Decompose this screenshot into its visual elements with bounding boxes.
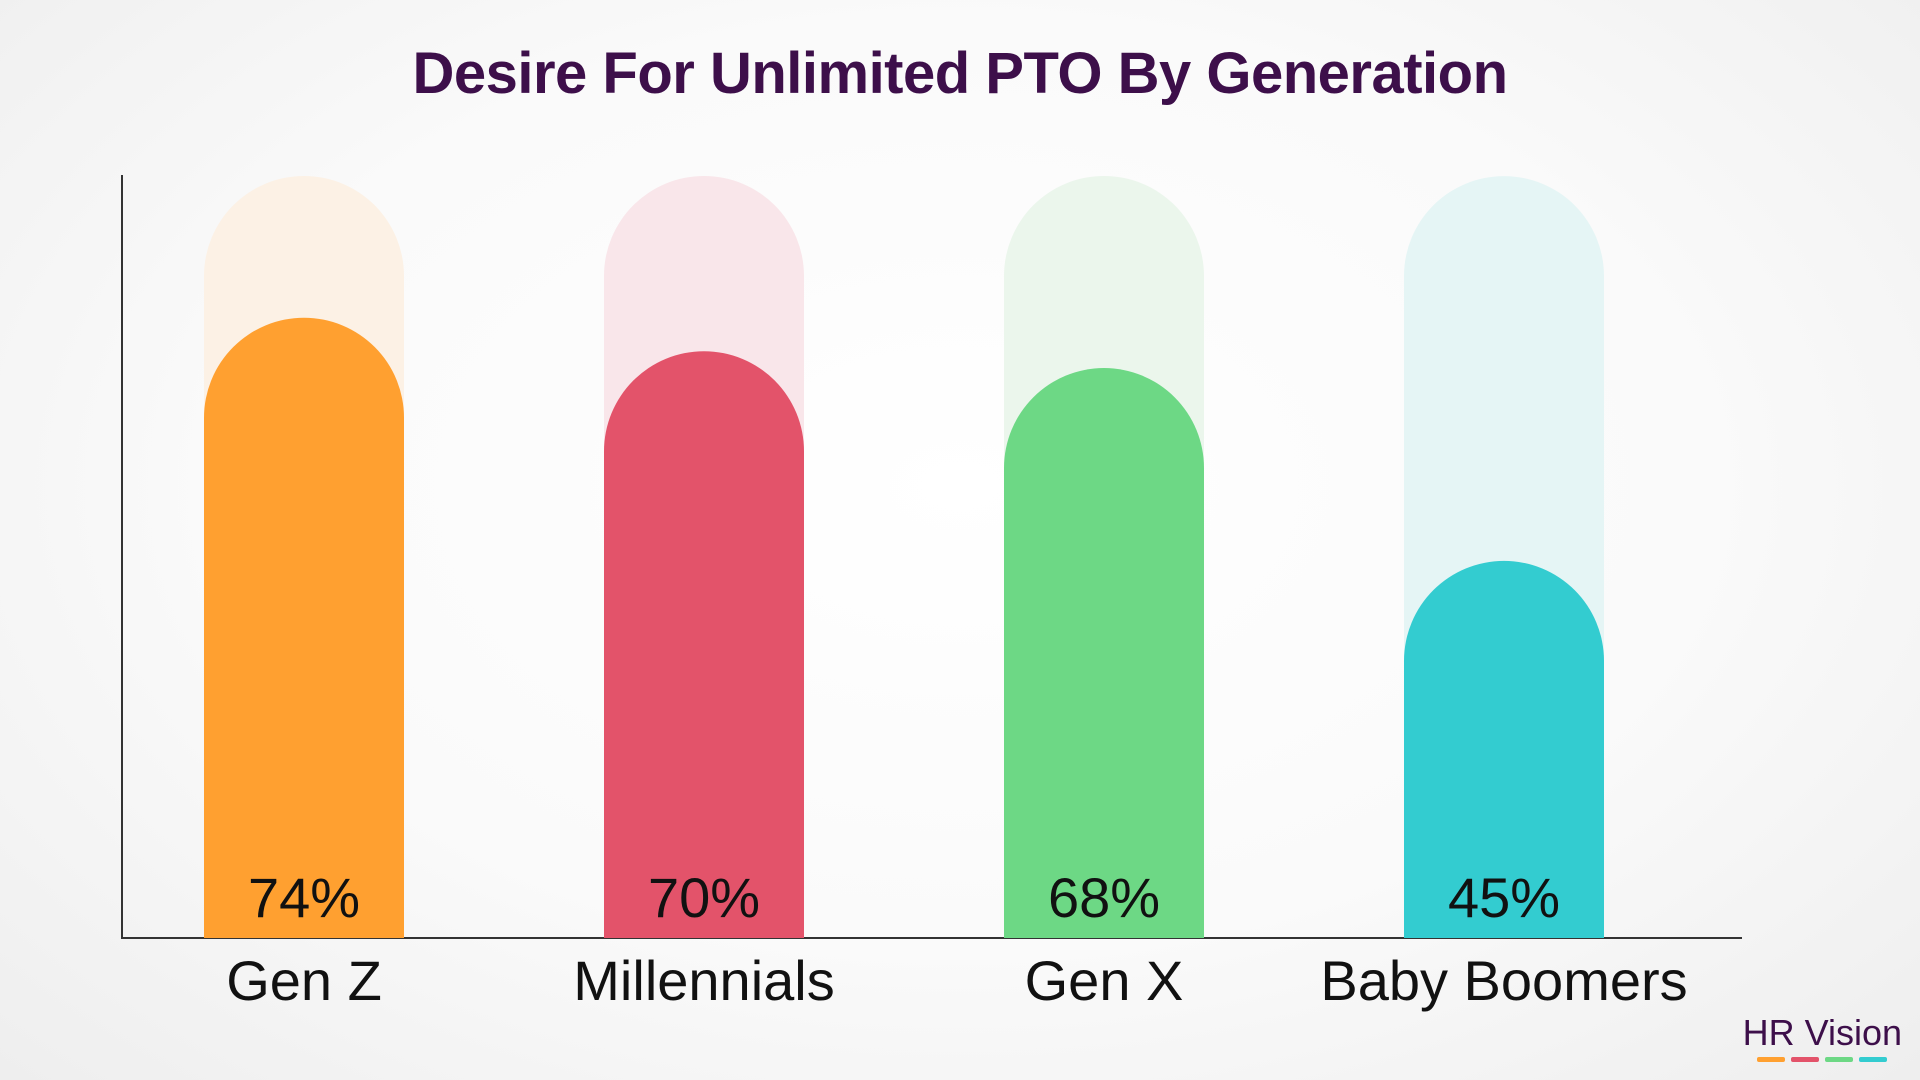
bar-baby-boomers bbox=[1404, 560, 1604, 938]
value-label-gen-z: 74% bbox=[248, 866, 360, 929]
category-label-gen-x: Gen X bbox=[1025, 949, 1184, 1012]
category-label-baby-boomers: Baby Boomers bbox=[1320, 949, 1687, 1012]
value-label-gen-x: 68% bbox=[1048, 866, 1160, 929]
brand-stripe bbox=[1791, 1057, 1820, 1062]
brand-stripes bbox=[1743, 1057, 1902, 1062]
bar-gen-z bbox=[204, 317, 404, 938]
brand-text: HR Vision bbox=[1742, 1012, 1902, 1053]
bar-millennials bbox=[604, 351, 804, 938]
chart-title: Desire For Unlimited PTO By Generation bbox=[412, 41, 1508, 106]
bar-gen-x bbox=[1004, 368, 1204, 939]
labels-group: 74% Gen Z 70% Millennials 68% Gen X 45% Baby Bo… bbox=[226, 866, 1687, 1012]
value-label-millennials: 70% bbox=[648, 866, 760, 929]
category-label-gen-z: Gen Z bbox=[226, 949, 382, 1012]
brand-stripe bbox=[1859, 1057, 1888, 1062]
bars-group bbox=[204, 176, 1604, 939]
brand-logo: HR Vision bbox=[1743, 1015, 1902, 1062]
value-label-baby-boomers: 45% bbox=[1448, 866, 1560, 929]
brand-stripe bbox=[1825, 1057, 1854, 1062]
category-label-millennials: Millennials bbox=[573, 949, 834, 1012]
brand-stripe bbox=[1757, 1057, 1786, 1062]
